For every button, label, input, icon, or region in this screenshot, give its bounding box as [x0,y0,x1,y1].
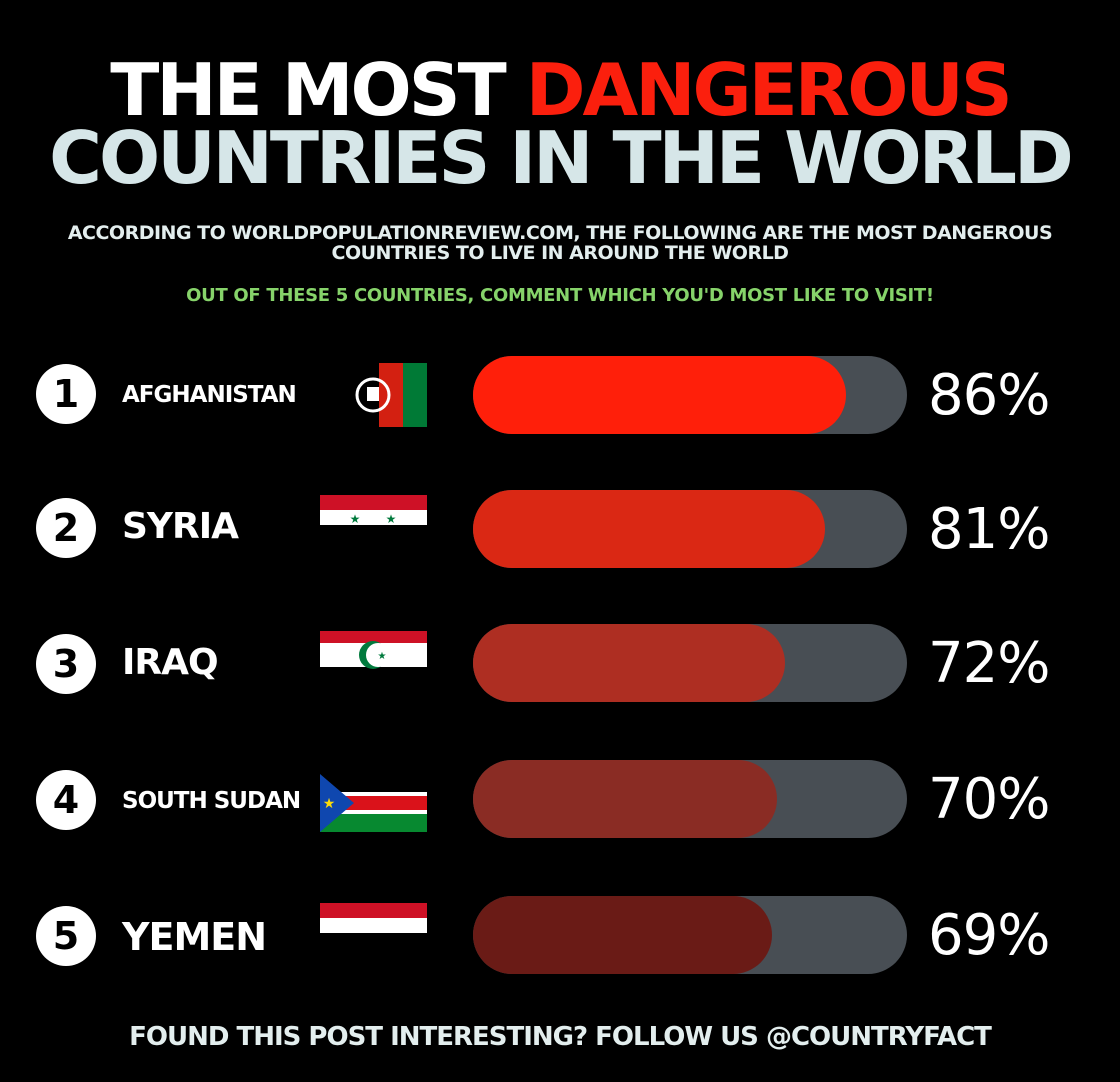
bar-fill [473,356,846,434]
value-label: 70% [928,767,1050,832]
subtitle-line-2: COUNTRIES TO LIVE IN AROUND THE WORLD [331,242,789,264]
country-label: SOUTH SUDAN [122,788,301,814]
bar-fill [473,760,777,838]
footer-follow-text: FOUND THIS POST INTERESTING? FOLLOW US @… [129,1022,992,1052]
bar-track [473,624,907,702]
rank-badge: 5 [36,906,96,966]
bar-track [473,896,907,974]
rank-badge: 1 [36,364,96,424]
svg-text:★: ★ [323,796,336,812]
rank-badge: 3 [36,634,96,694]
iraq-flag-icon: ★ [320,631,427,679]
title-prefix: THE MOST [110,48,526,132]
country-label: YEMEN [122,915,267,959]
afghanistan-flag-icon [355,363,427,427]
bar-track [473,760,907,838]
bar-track [473,356,907,434]
value-label: 69% [928,903,1050,968]
value-label: 72% [928,631,1050,696]
title-line-1: THE MOST DANGEROUS [0,54,1120,126]
call-to-action: OUT OF THESE 5 COUNTRIES, COMMENT WHICH … [186,285,934,306]
svg-text:★: ★ [386,512,397,526]
rank-badge: 4 [36,770,96,830]
bar-fill [473,624,785,702]
country-label: AFGHANISTAN [122,382,297,408]
title-line-2: COUNTRIES IN THE WORLD [49,116,1074,200]
yemen-flag-icon [320,903,427,947]
south-sudan-flag-icon: ★ [320,774,427,832]
syria-flag-icon: ★ ★ [320,495,427,539]
country-label: IRAQ [122,642,219,683]
svg-text:★: ★ [378,651,387,662]
value-label: 81% [928,497,1050,562]
bar-fill [473,490,825,568]
rank-badge: 2 [36,498,96,558]
value-label: 86% [928,363,1050,428]
bar-track [473,490,907,568]
title-accent: DANGEROUS [525,48,1013,132]
country-label: SYRIA [122,506,239,547]
bar-fill [473,896,772,974]
subtitle-line-1: ACCORDING TO WORLDPOPULATIONREVIEW.COM, … [67,222,1053,244]
svg-text:★: ★ [350,512,361,526]
